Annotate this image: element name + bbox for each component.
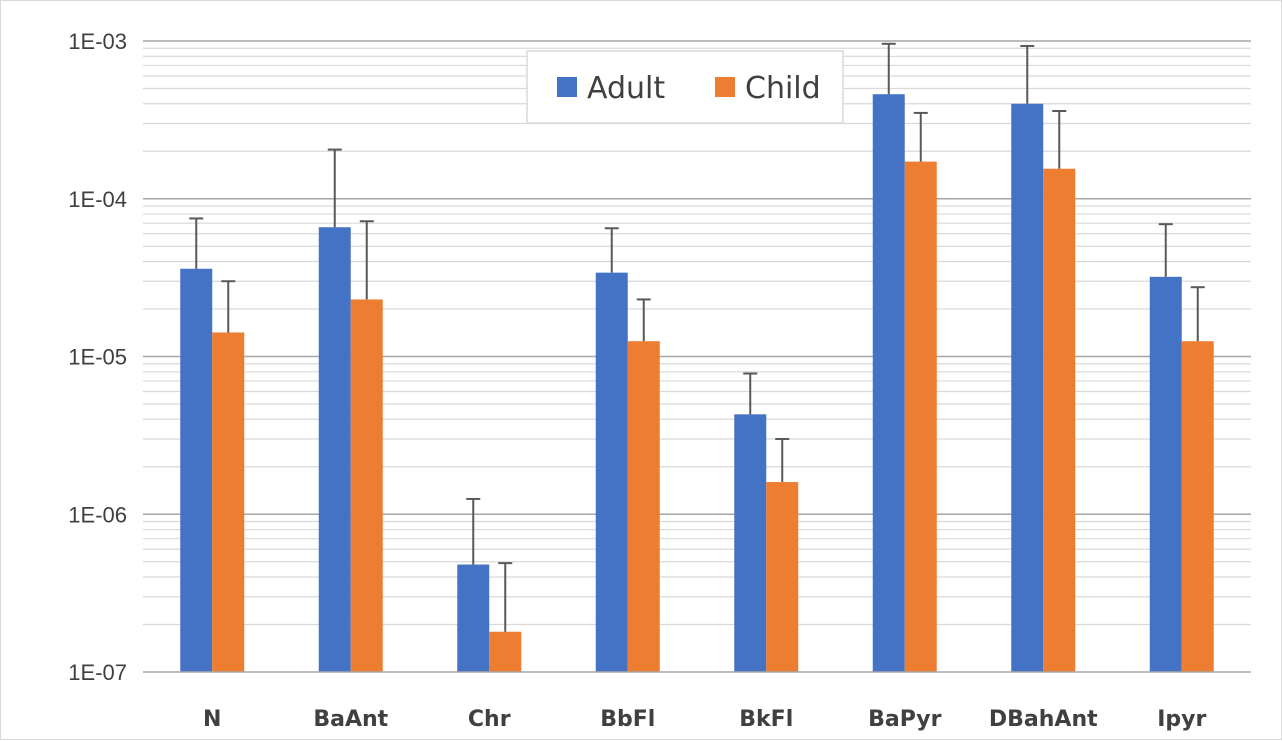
bar-child xyxy=(627,341,660,672)
y-tick-label: 1E-03 xyxy=(68,29,127,54)
bar-adult xyxy=(457,564,490,672)
bar-adult xyxy=(1011,103,1044,673)
y-tick-label: 1E-06 xyxy=(68,502,127,527)
bar-adult xyxy=(1149,276,1182,672)
y-tick-label: 1E-04 xyxy=(68,187,127,212)
bar-child xyxy=(1043,168,1076,673)
y-tick-label: 1E-07 xyxy=(68,660,127,685)
legend-box xyxy=(526,50,844,124)
legend-label-child: Child xyxy=(745,71,821,106)
bar-child xyxy=(489,631,522,672)
bar-child xyxy=(766,482,799,672)
bar-child xyxy=(904,161,937,672)
bar-adult xyxy=(180,268,213,672)
bar-adult xyxy=(318,227,351,672)
x-tick-label: N xyxy=(203,707,221,732)
y-tick-label: 1E-05 xyxy=(68,345,127,370)
bar-adult xyxy=(595,272,628,672)
bar-adult xyxy=(734,414,767,672)
error-bars-layer xyxy=(189,42,1205,632)
x-tick-label: Chr xyxy=(468,707,511,732)
bar-adult xyxy=(872,94,905,672)
bar-child xyxy=(1181,341,1214,672)
x-tick-label: BaPyr xyxy=(868,707,941,732)
bar-child xyxy=(212,332,245,672)
legend-swatch-adult xyxy=(557,77,577,97)
x-tick-label: BbFl xyxy=(600,707,655,732)
bar-child xyxy=(350,299,383,672)
axis-layer: 1E-07 1E-06 1E-05 1E-04 1E-03 N BaAnt Chr BbFl Bk… xyxy=(68,29,1251,732)
x-tick-label: BkFl xyxy=(739,707,793,732)
x-tick-label: BaAnt xyxy=(313,707,388,732)
x-tick-label: Ipyr xyxy=(1157,707,1206,732)
x-tick-label: DBahAnt xyxy=(989,707,1098,732)
legend-swatch-child xyxy=(715,77,735,97)
grid-layer xyxy=(143,40,1251,626)
legend-label-adult: Adult xyxy=(587,71,665,106)
legend: Adult Child xyxy=(526,50,844,124)
bars-layer xyxy=(180,94,1214,673)
